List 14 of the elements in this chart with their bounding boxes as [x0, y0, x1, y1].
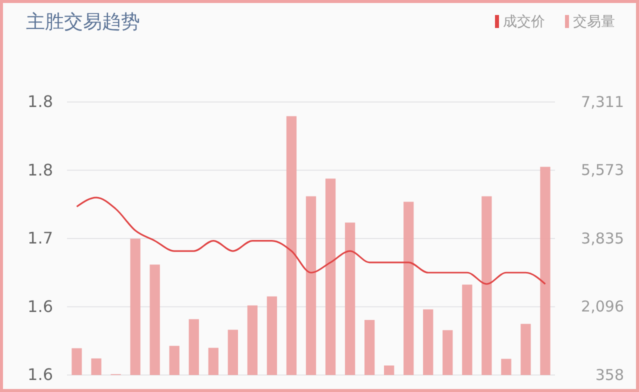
legend-label: 成交价	[503, 14, 545, 30]
y-tick-label: 1.6	[28, 296, 53, 316]
line-series	[76, 196, 546, 285]
y-tick-label: 1.8	[28, 160, 53, 180]
y2-tick-label: 2,096	[581, 298, 624, 316]
y2-tick-label: 358	[595, 366, 624, 384]
y-tick-label: 1.6	[28, 365, 53, 384]
y-tick-label: 1.8	[28, 92, 53, 112]
chart-title: 主胜交易趋势	[26, 11, 140, 33]
y2-tick-label: 7,311	[581, 92, 624, 111]
y2-tick-label: 3,835	[581, 229, 624, 248]
legend-label: 交易量	[573, 14, 615, 30]
y2-tick-label: 5,573	[581, 161, 624, 180]
y-tick-label: 1.7	[28, 228, 53, 248]
